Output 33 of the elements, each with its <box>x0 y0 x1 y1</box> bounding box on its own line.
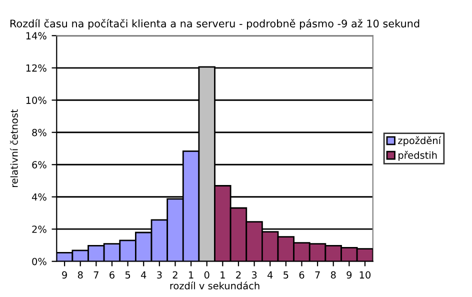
x-tick-label: 3 <box>252 271 257 279</box>
x-axis-title: rozdíl v sekundách <box>170 281 260 290</box>
x-tick-label: 9 <box>62 271 67 279</box>
y-tick-label: 12% <box>26 64 46 72</box>
x-tick-label: 2 <box>236 271 241 278</box>
x-tick-label: 4 <box>140 271 146 278</box>
x-tick-label: 7 <box>315 271 320 278</box>
y-tick-label: 4% <box>32 193 46 201</box>
x-tick-label: 5 <box>125 271 130 279</box>
y-axis-title: relativní četnost <box>10 109 18 187</box>
x-tick-label: 9 <box>346 271 352 279</box>
y-tick-label: 8% <box>32 128 46 136</box>
y-tick-label: 0% <box>32 258 46 266</box>
y-tick-label: 6% <box>32 161 46 168</box>
x-tick-label: 8 <box>78 271 83 279</box>
y-tick-label: 10% <box>26 96 46 104</box>
y-tick-label: 2% <box>32 226 46 233</box>
x-tick-label: 1 <box>189 271 194 278</box>
x-tick-label: 2 <box>172 271 178 278</box>
x-tick-label: 8 <box>330 271 336 279</box>
x-tick-label: 5 <box>284 271 288 279</box>
chart-title: Rozdíl času na počítači klienta a na serveru - podrobně pásmo -9 až 10 sekund <box>10 18 420 30</box>
x-tick-label: 6 <box>110 271 114 279</box>
x-tick-label: 6 <box>299 271 304 279</box>
x-tick-label: 10 <box>360 271 371 279</box>
x-tick-label: 7 <box>94 271 98 278</box>
x-tick-label: 4 <box>267 271 273 278</box>
legend-label: předstih <box>398 150 437 161</box>
legend-label: zpoždění <box>398 136 442 146</box>
x-tick-label: 3 <box>157 271 162 279</box>
x-tick-label: 1 <box>220 271 225 278</box>
y-tick-label: 14% <box>26 32 46 40</box>
x-tick-label: 0 <box>204 271 210 279</box>
